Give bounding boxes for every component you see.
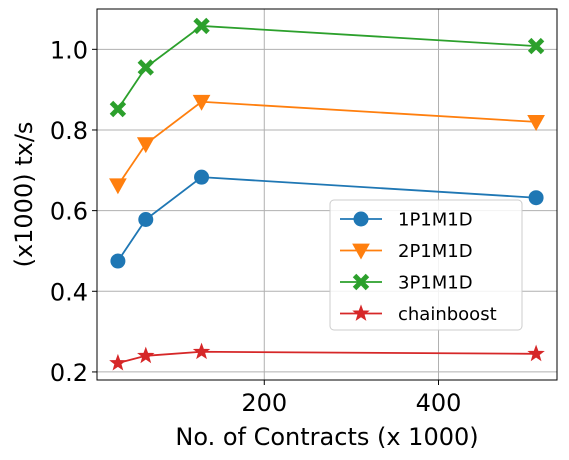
x-tick-label: 200 <box>241 389 287 417</box>
data-point-3p1m1d <box>109 100 127 118</box>
data-point-2p1m1d <box>109 178 127 195</box>
series-chainboost <box>109 342 545 371</box>
legend-item-1p1m1d: 1P1M1D <box>340 210 473 231</box>
x-axis-label: No. of Contracts (x 1000) <box>175 423 478 451</box>
plot-frame <box>96 8 558 381</box>
data-point-chainboost <box>109 353 127 371</box>
series-line-2p1m1d <box>117 100 537 186</box>
legend-label: chainboost <box>398 304 497 325</box>
data-point-3p1m1d <box>193 17 210 35</box>
legend-marker <box>352 304 370 321</box>
legend-label: 3P1M1D <box>398 273 473 294</box>
legend-box <box>329 199 523 331</box>
legend-label: 1P1M1D <box>398 210 473 231</box>
legend: 1P1M1D 2P1M1D 3P1M1D chainboost <box>329 199 523 331</box>
data-point-3p1m1d <box>137 59 154 76</box>
data-point-3p1m1d <box>527 37 545 55</box>
grid-lines <box>97 9 557 380</box>
y-axis-label: (x1000) tx/s <box>10 122 38 268</box>
x-tick-label: 400 <box>416 389 462 417</box>
data-point-2p1m1d <box>192 94 211 111</box>
y-tick-label: 0.6 <box>50 198 88 226</box>
legend-item-2p1m1d: 2P1M1D <box>340 241 473 262</box>
series-line-1p1m1d <box>117 176 537 262</box>
data-point-1p1m1d <box>138 212 154 228</box>
series-1p1m1d <box>110 169 544 269</box>
data-point-2p1m1d <box>136 137 155 154</box>
data-point-chainboost <box>137 346 155 364</box>
y-tick-label: 1.0 <box>50 36 88 64</box>
series-2p1m1d <box>109 94 545 195</box>
y-tick-label: 0.8 <box>50 117 88 145</box>
series-layer <box>109 17 545 371</box>
data-point-1p1m1d <box>110 253 126 269</box>
data-point-1p1m1d <box>528 190 544 206</box>
legend-marker <box>352 243 370 260</box>
legend-item-chainboost: chainboost <box>340 304 497 325</box>
y-tick-label: 0.4 <box>50 278 88 306</box>
legend-marker <box>352 273 370 291</box>
data-point-chainboost <box>527 344 545 362</box>
series-line-chainboost <box>117 350 537 364</box>
data-point-chainboost <box>192 342 211 360</box>
tick-layer: 200 400 0.2 0.4 0.6 0.8 1.0 <box>50 36 462 417</box>
legend-marker <box>353 211 369 227</box>
legend-label: 2P1M1D <box>398 241 473 262</box>
series-3p1m1d <box>109 17 545 118</box>
y-tick-label: 0.2 <box>50 359 88 387</box>
legend-item-3p1m1d: 3P1M1D <box>340 273 473 294</box>
series-line-3p1m1d <box>117 25 537 110</box>
data-point-2p1m1d <box>527 115 545 131</box>
data-point-1p1m1d <box>194 169 210 185</box>
